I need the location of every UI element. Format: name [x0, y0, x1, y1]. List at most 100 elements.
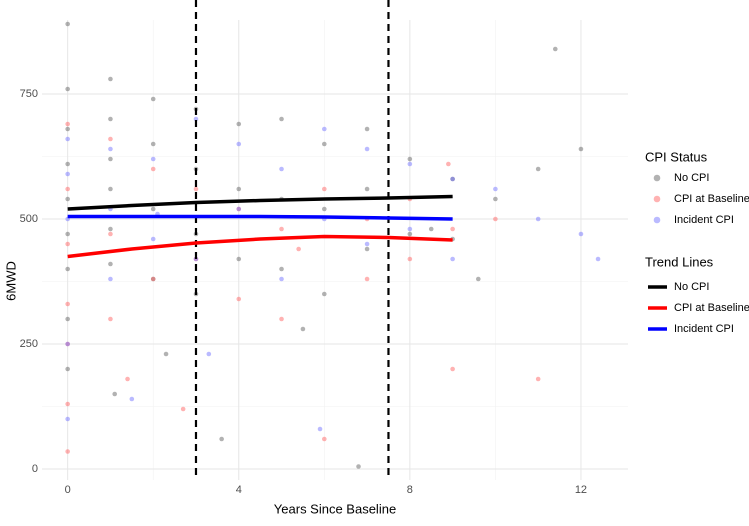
point — [108, 136, 113, 142]
point — [364, 276, 370, 282]
legend-label: CPI at Baseline — [674, 193, 749, 205]
point — [108, 316, 113, 322]
point — [193, 186, 199, 192]
y-axis-label: 6MWD — [3, 261, 18, 301]
point — [578, 146, 584, 152]
point — [322, 186, 327, 192]
point — [364, 146, 370, 152]
point — [150, 276, 156, 282]
point — [150, 141, 156, 147]
point — [65, 341, 70, 347]
trend-line — [67, 214, 453, 221]
point — [475, 276, 481, 282]
legend-label: No CPI — [674, 172, 709, 184]
point — [236, 141, 242, 147]
point — [108, 146, 113, 152]
point — [65, 21, 70, 27]
point — [108, 186, 113, 192]
point — [65, 316, 70, 322]
point — [450, 366, 455, 372]
point — [65, 366, 70, 372]
point — [65, 171, 70, 177]
point — [322, 126, 327, 132]
point — [535, 216, 541, 222]
point — [236, 256, 242, 262]
point — [236, 296, 242, 302]
point — [65, 301, 70, 307]
point — [493, 196, 498, 202]
point — [450, 176, 455, 182]
point — [108, 261, 113, 267]
legend-label: Incident CPI — [674, 323, 734, 335]
point — [65, 266, 70, 272]
point — [279, 276, 284, 282]
point — [163, 351, 169, 357]
trend-line — [67, 234, 453, 259]
point — [407, 231, 413, 237]
point — [356, 464, 361, 469]
point — [450, 226, 455, 232]
point — [296, 246, 301, 252]
point — [65, 196, 70, 202]
point — [150, 166, 156, 172]
point — [65, 449, 70, 454]
point — [65, 416, 70, 422]
point — [108, 156, 113, 162]
point — [65, 136, 70, 142]
point — [65, 126, 70, 132]
point — [364, 126, 370, 132]
x-tick-label: 8 — [407, 484, 413, 496]
point — [446, 161, 451, 167]
point — [150, 206, 156, 212]
y-tick-label: 750 — [20, 88, 38, 100]
point — [150, 276, 156, 282]
point — [65, 186, 70, 192]
legend-label: Incident CPI — [674, 214, 734, 226]
point — [450, 256, 455, 262]
point — [108, 231, 113, 237]
point — [125, 376, 130, 382]
point — [236, 186, 242, 192]
point — [65, 86, 70, 92]
point — [300, 326, 306, 332]
point — [407, 256, 413, 262]
point — [112, 391, 118, 397]
x-tick-label: 4 — [236, 484, 242, 496]
y-tick-label: 500 — [20, 213, 38, 225]
point — [108, 76, 113, 82]
legend-title: CPI Status — [645, 149, 708, 164]
y-tick-label: 0 — [32, 463, 38, 475]
point — [535, 376, 541, 382]
point — [493, 186, 498, 192]
point — [65, 121, 70, 127]
legend-marker — [653, 195, 661, 203]
x-tick-label: 0 — [65, 484, 71, 496]
point — [219, 436, 224, 442]
point — [407, 161, 413, 167]
point — [279, 166, 284, 172]
point — [108, 116, 113, 122]
point — [279, 116, 284, 122]
point — [180, 406, 186, 412]
trend-line — [67, 194, 453, 211]
point — [364, 241, 370, 247]
point — [65, 241, 70, 247]
point — [279, 226, 284, 232]
point — [129, 396, 135, 402]
point — [150, 96, 156, 102]
point — [428, 226, 434, 232]
point — [193, 116, 199, 122]
point — [364, 186, 370, 192]
point — [595, 256, 601, 262]
x-tick-label: 12 — [575, 484, 587, 496]
point — [108, 226, 113, 232]
point — [535, 166, 541, 172]
point — [108, 276, 113, 282]
point — [317, 426, 323, 432]
point — [322, 291, 327, 297]
legend-marker — [653, 216, 661, 224]
point — [552, 46, 558, 52]
point — [322, 141, 327, 147]
x-axis-label: Years Since Baseline — [274, 501, 396, 516]
